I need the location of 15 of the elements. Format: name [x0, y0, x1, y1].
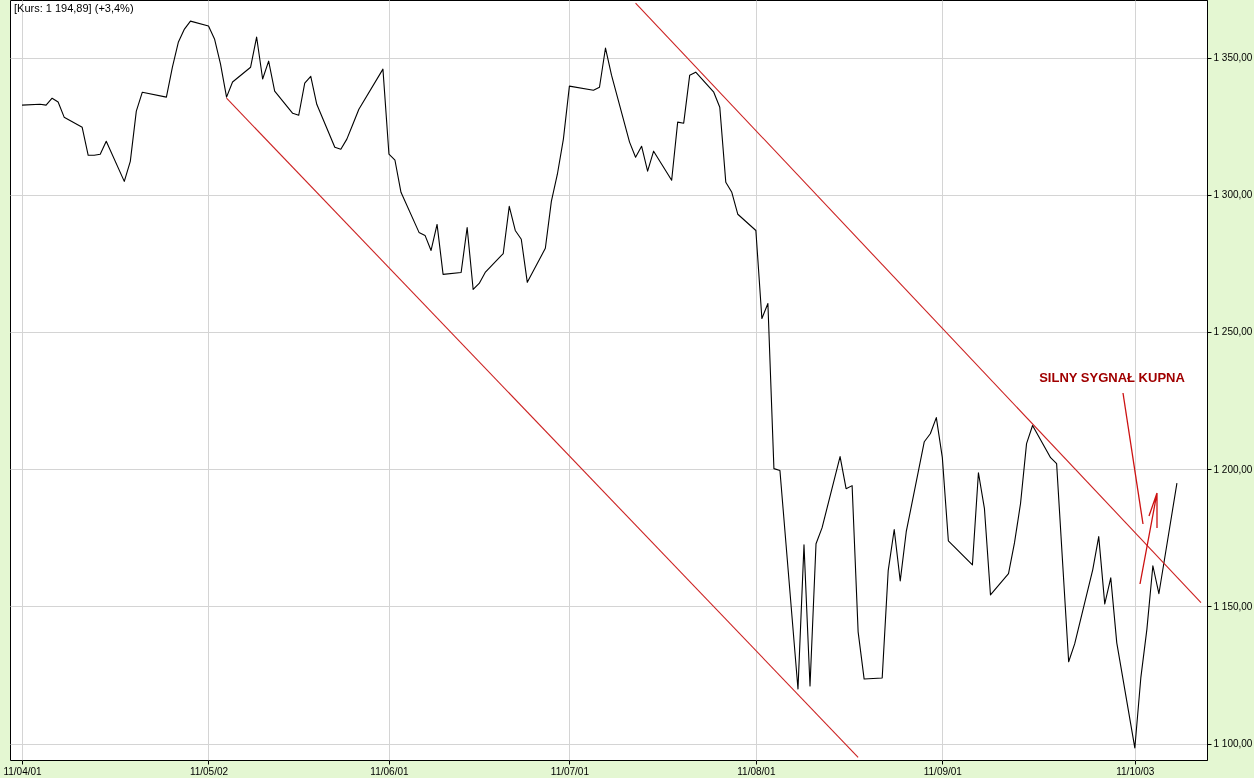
- x-tick-label: 11/08/01: [737, 765, 776, 777]
- y-tick-label: 1 250,00: [1213, 326, 1253, 338]
- x-tick-label: 11/05/02: [189, 765, 229, 777]
- annotation: SILNY SYGNAŁ KUPNA: [1039, 370, 1186, 385]
- x-tick-label: 11/06/01: [370, 765, 409, 777]
- x-tick-label: 11/07/01: [550, 765, 590, 777]
- chart-title: [Kurs: 1 194,89] (+3,4%): [14, 2, 134, 14]
- x-tick-label: 11/09/01: [923, 765, 963, 777]
- y-tick-label: 1 100,00: [1213, 738, 1253, 750]
- x-tick-label: 11/10/03: [1116, 765, 1155, 777]
- y-tick-label: 1 350,00: [1213, 52, 1253, 64]
- x-tick-label: 11/04/01: [3, 765, 43, 777]
- y-tick-label: 1 300,00: [1213, 189, 1253, 201]
- y-tick-label: 1 150,00: [1213, 600, 1253, 612]
- y-tick-label: 1 200,00: [1213, 463, 1253, 475]
